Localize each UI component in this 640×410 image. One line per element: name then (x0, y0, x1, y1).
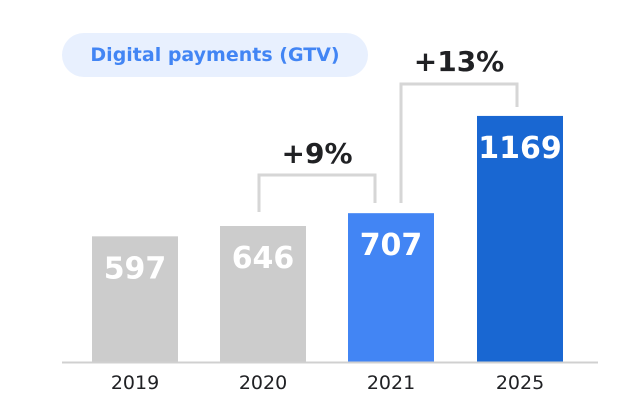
growth-label-1: +9% (282, 137, 353, 170)
value-label-2019: 597 (104, 251, 167, 286)
value-label-2021: 707 (360, 228, 423, 263)
bar-2025 (477, 115, 563, 362)
growth-bracket-2 (399, 82, 519, 203)
x-tick-label-2020: 2020 (239, 372, 287, 394)
growth-bracket-1 (257, 173, 377, 212)
chart-title: Digital payments (GTV) (62, 33, 368, 77)
x-tick-label-2019: 2019 (111, 372, 159, 394)
growth-label-2: +13% (414, 45, 504, 78)
bar-2020 (220, 226, 306, 362)
bar-2019 (92, 236, 178, 362)
bar-2021 (348, 213, 434, 362)
x-tick-label-2021: 2021 (367, 372, 415, 394)
x-tick-label-2025: 2025 (496, 372, 544, 394)
value-label-2020: 646 (232, 241, 295, 276)
value-label-2025: 1169 (478, 131, 562, 166)
